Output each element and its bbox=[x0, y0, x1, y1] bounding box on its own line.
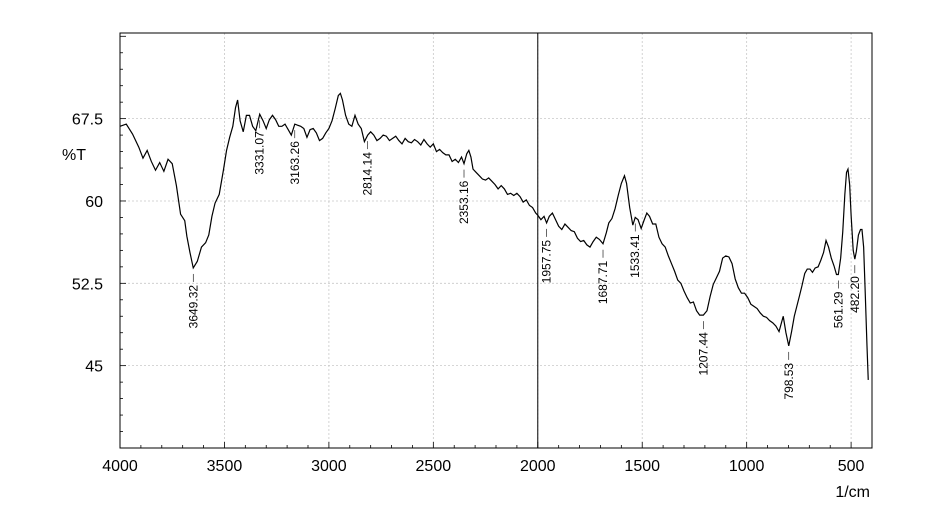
x-tick-label: 1500 bbox=[624, 458, 660, 475]
peak-label: 561.29 bbox=[831, 291, 845, 328]
peak-label: 2814.14 bbox=[361, 152, 375, 196]
plot-frame bbox=[119, 32, 873, 449]
peak-label: 3331.07 bbox=[253, 131, 267, 175]
x-tick-label: 3000 bbox=[311, 458, 347, 475]
y-tick-label: 45 bbox=[85, 359, 103, 376]
peak-label: 3163.26 bbox=[288, 141, 302, 185]
peak-label: 2353.16 bbox=[457, 180, 471, 224]
y-tick-label: 67.5 bbox=[72, 112, 103, 129]
peak-label: 3649.32 bbox=[186, 285, 200, 329]
y-tick-label: 52.5 bbox=[72, 276, 103, 293]
peak-label: 1687.71 bbox=[596, 260, 610, 304]
peak-label: 1207.44 bbox=[696, 332, 710, 376]
y-tick-labels: 45 52.5 60 67.5 bbox=[72, 112, 103, 376]
x-tick-label: 1000 bbox=[729, 458, 765, 475]
peak-label: 482.20 bbox=[848, 276, 862, 313]
y-tick-label: 60 bbox=[85, 194, 103, 211]
x-tick-label: 2500 bbox=[416, 458, 452, 475]
x-tick-label: 2000 bbox=[520, 458, 556, 475]
x-tick-label: 4000 bbox=[102, 458, 138, 475]
peak-label: 1533.41 bbox=[628, 234, 642, 278]
x-tick-label: 3500 bbox=[207, 458, 243, 475]
x-axis-title: 1/cm bbox=[835, 484, 870, 501]
x-tick-labels: 4000 3500 3000 2500 2000 1500 1000 500 bbox=[102, 458, 864, 475]
peak-label: 1957.75 bbox=[540, 240, 554, 284]
x-tick-label: 500 bbox=[838, 458, 865, 475]
spectrum-series-line bbox=[119, 92, 869, 380]
peak-label: 798.53 bbox=[782, 363, 796, 400]
peak-labels: 3649.32 3331.07 3163.26 2814.14 2353.16 1957.… bbox=[186, 120, 862, 400]
y-axis-title: %T bbox=[62, 147, 86, 164]
